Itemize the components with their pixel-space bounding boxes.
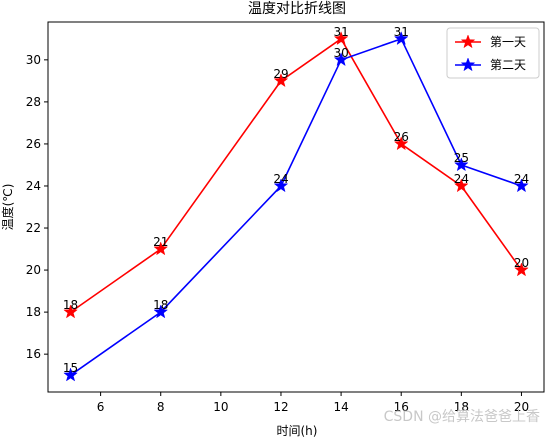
plot-area: [47, 21, 545, 393]
y-tick-label: 22: [26, 221, 41, 235]
data-label: 30: [333, 46, 348, 60]
y-tick-label: 28: [26, 95, 41, 109]
data-point: [63, 304, 78, 319]
y-tick-label: 16: [26, 347, 41, 361]
x-tick-label: 14: [333, 400, 348, 414]
y-axis-ticks: 16 18 20 22 24 26 28 30: [26, 53, 48, 361]
legend-label: 第一天: [490, 35, 526, 49]
data-label: 18: [63, 298, 78, 312]
data-point: [333, 52, 349, 67]
chart-title: 温度对比折线图: [248, 1, 346, 17]
y-tick-label: 24: [26, 179, 41, 193]
y-tick-label: 26: [26, 137, 41, 151]
data-label: 24: [273, 172, 288, 186]
data-label: 18: [153, 298, 168, 312]
data-label: 15: [63, 361, 78, 375]
data-point: [63, 367, 78, 382]
legend-marker: [460, 34, 476, 49]
data-label: 29: [273, 67, 288, 81]
data-point: [514, 178, 529, 193]
x-axis-ticks: 6 8 10 12 14 16 18 20: [97, 392, 529, 414]
data-point: [453, 178, 469, 193]
y-tick-label: 30: [26, 53, 41, 67]
legend-marker: [460, 57, 476, 72]
data-point: [273, 73, 289, 88]
data-point: [393, 136, 409, 151]
data-point: [514, 262, 529, 277]
data-label: 25: [454, 151, 469, 165]
x-tick-label: 18: [454, 400, 469, 414]
legend-label: 第二天: [490, 58, 526, 72]
series-layer: 18 21 29 31 26 24 20 15 18 24 30 31 25 24: [63, 25, 529, 382]
x-tick-label: 16: [394, 400, 409, 414]
x-tick-label: 10: [213, 400, 228, 414]
x-tick-label: 8: [157, 400, 165, 414]
data-label: 31: [394, 25, 409, 39]
data-point: [333, 31, 349, 46]
data-label: 31: [333, 25, 348, 39]
data-point: [153, 304, 169, 319]
data-point: [153, 241, 169, 256]
y-axis-label: 温度(℃): [0, 184, 15, 231]
data-label: 21: [153, 235, 168, 249]
data-point: [273, 178, 289, 193]
watermark: CSDN @给算法爸爸上香: [384, 409, 540, 425]
data-label: 24: [514, 172, 529, 186]
x-tick-label: 12: [273, 400, 288, 414]
x-tick-label: 6: [97, 400, 105, 414]
y-tick-label: 18: [26, 305, 41, 319]
data-point: [393, 31, 409, 46]
x-axis-label: 时间(h): [277, 424, 318, 438]
data-point: [453, 157, 469, 172]
y-tick-label: 20: [26, 263, 41, 277]
data-label: 24: [454, 172, 469, 186]
x-tick-label: 20: [514, 400, 529, 414]
data-label: 26: [394, 130, 409, 144]
data-label: 20: [514, 256, 529, 270]
